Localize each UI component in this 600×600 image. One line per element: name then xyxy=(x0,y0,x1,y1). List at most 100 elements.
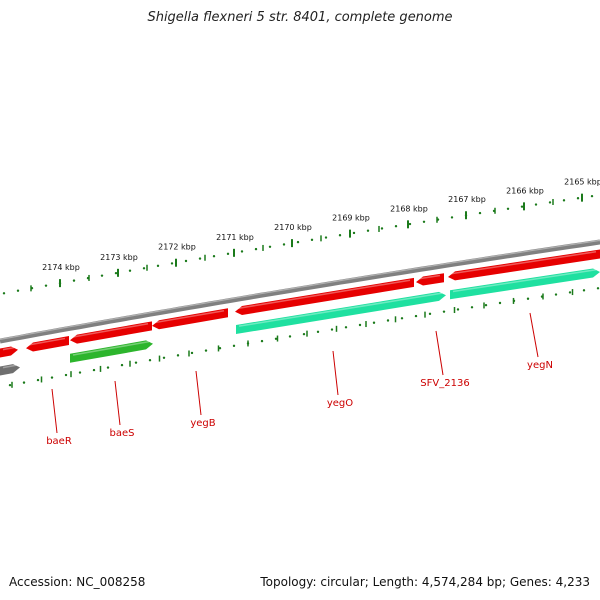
inner-scale-dot xyxy=(596,287,600,290)
inner-scale-dot xyxy=(484,303,488,307)
inner-scale-dot xyxy=(232,344,236,348)
topology-label: Topology: circular; Length: 4,574,284 bp… xyxy=(260,575,590,589)
gene-leader-line xyxy=(529,312,539,358)
gene-yegN-arrow xyxy=(450,268,600,300)
inner-scale-dot xyxy=(414,314,418,318)
gene-yegB-arrow-shine xyxy=(154,309,225,324)
inner-scale-dot xyxy=(442,310,446,313)
gene-yegN-arrow-shine xyxy=(452,269,597,293)
inner-scale-dot xyxy=(288,335,292,338)
scale-tick-label: 2169 kbp xyxy=(332,214,370,223)
accession-label: Accession: NC_008258 xyxy=(9,575,146,589)
scale-dot xyxy=(310,238,314,242)
scale-dot xyxy=(72,279,76,282)
inner-scale-dot xyxy=(204,349,208,352)
scale-dot xyxy=(16,289,20,292)
gene-label-SFV_2136: SFV_2136 xyxy=(420,378,469,389)
inner-scale-dot xyxy=(22,381,26,384)
gene-yegO-red-arrow xyxy=(235,277,414,315)
scale-dot xyxy=(254,247,258,251)
gene-grey-arrow xyxy=(0,364,20,376)
scale-dot xyxy=(156,264,160,268)
gene-baeS-red-arrow xyxy=(70,321,152,344)
scale-tick-label: 2166 kbp xyxy=(506,186,544,195)
scale-tick-label: 2167 kbp xyxy=(448,195,486,204)
scale-dot xyxy=(366,229,370,232)
inner-scale-dot xyxy=(568,291,572,294)
gene-baeS-arrow xyxy=(70,340,153,363)
scale-dot xyxy=(142,267,146,270)
scale-dot xyxy=(548,201,552,204)
gene-yegO-arrow-shine xyxy=(238,292,443,327)
scale-dot xyxy=(268,245,272,248)
page-title: Shigella flexneri 5 str. 8401, complete … xyxy=(147,10,453,25)
inner-scale-dot xyxy=(358,323,362,327)
inner-scale-dot xyxy=(372,321,376,324)
scale-dot xyxy=(170,262,174,265)
inner-scale-dot xyxy=(302,332,306,336)
inner-scale-dot xyxy=(120,363,124,367)
gene-yegN-red-arrow xyxy=(448,249,600,281)
scale-dot xyxy=(100,274,104,277)
scale-tick-label: 2174 kbp xyxy=(42,263,80,272)
inner-scale-dot xyxy=(78,371,82,374)
scale-dot xyxy=(562,199,566,202)
scale-dot xyxy=(450,216,454,219)
inner-scale-dot xyxy=(190,351,194,355)
inner-scale-dot xyxy=(92,368,96,372)
scale-tick-label: 2172 kbp xyxy=(158,243,196,252)
inner-scale-dot xyxy=(148,359,152,362)
gene-baeR-arrow xyxy=(0,346,18,358)
gene-leader-line xyxy=(51,388,58,434)
gene-label-yegO: yegO xyxy=(327,398,353,409)
scale-dot xyxy=(240,250,244,253)
scale-dot xyxy=(324,236,328,239)
inner-scale-dot xyxy=(554,293,558,296)
inner-scale-dot xyxy=(50,376,54,379)
scale-dot xyxy=(128,269,132,272)
inner-scale-dot xyxy=(386,319,390,322)
genome-backbone-highlight xyxy=(0,239,600,340)
scale-dot xyxy=(380,227,384,230)
inner-scale-dot xyxy=(218,346,222,350)
gene-yegO-arrow xyxy=(236,291,446,334)
scale-dot xyxy=(394,225,398,228)
gene-label-baeS: baeS xyxy=(110,428,135,439)
scale-dot xyxy=(590,194,594,198)
gene-label-yegN: yegN xyxy=(527,360,553,371)
scale-dot xyxy=(534,203,538,206)
gene-leader-line xyxy=(332,350,339,396)
gene-label-baeR: baeR xyxy=(46,436,72,447)
scale-dot xyxy=(44,284,48,287)
scale-dot xyxy=(296,240,300,244)
inner-scale-dot xyxy=(162,356,166,359)
gene-yegO-red-arrow-shine xyxy=(237,279,411,310)
scale-tick-label: 2168 kbp xyxy=(390,204,428,213)
scale-dot xyxy=(184,259,188,263)
scale-dot xyxy=(198,257,202,260)
gene-yegN-red-arrow-shine xyxy=(450,251,597,275)
gene-baeS-arrow-shine xyxy=(72,340,150,356)
gene-leader-line xyxy=(114,380,121,426)
scale-dot xyxy=(226,252,230,256)
inner-scale-dot xyxy=(8,383,12,387)
scale-tick-label: 2170 kbp xyxy=(274,223,312,232)
inner-scale-dot xyxy=(526,297,530,300)
inner-scale-dot xyxy=(274,337,278,340)
gene-yegB-arrow xyxy=(152,308,228,330)
gene-leader-line xyxy=(195,370,202,416)
inner-scale-dot xyxy=(428,312,432,316)
inner-scale-dot xyxy=(344,326,348,329)
gene-label-yegB: yegB xyxy=(190,418,215,429)
scale-tick-label: 2173 kbp xyxy=(100,253,138,262)
scale-tick-label: 2165 kbp xyxy=(564,178,600,187)
inner-scale-dot xyxy=(176,354,180,357)
inner-scale-dot xyxy=(582,289,586,292)
scale-dot xyxy=(478,211,482,215)
gene-SFV_2136-red-arrow-shine xyxy=(418,274,441,280)
inner-scale-dot xyxy=(260,339,264,343)
scale-dot xyxy=(352,231,356,235)
scale-dot xyxy=(408,222,412,226)
scale-dot xyxy=(282,243,286,246)
